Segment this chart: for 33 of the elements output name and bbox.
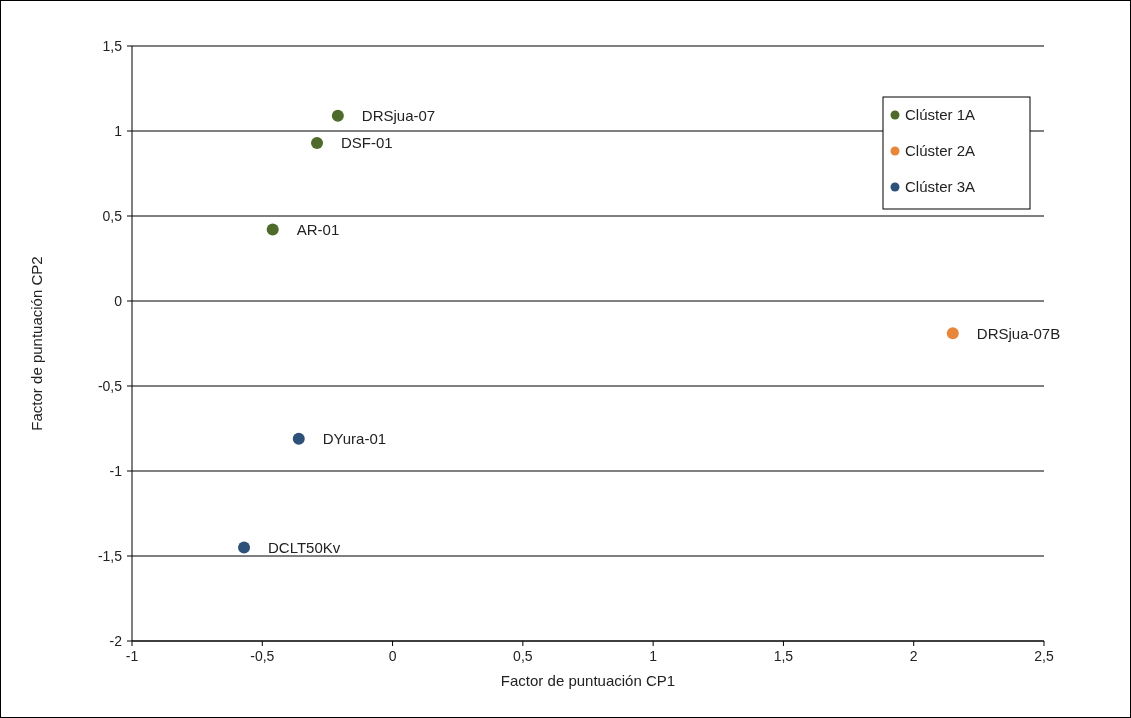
- y-axis-title: Factor de puntuación CP2: [28, 256, 45, 431]
- point: [266, 223, 279, 236]
- annotation: DSF-01: [341, 134, 393, 152]
- point: [292, 432, 305, 445]
- x-tick-label: 2,5: [1034, 648, 1054, 664]
- x-tick-label: -1: [125, 648, 139, 664]
- annotation: DRSjua-07B: [976, 324, 1061, 342]
- point: [946, 327, 959, 340]
- y-tick-label: 0,5: [102, 207, 123, 224]
- y-tick-label: 1: [114, 122, 123, 139]
- legend-label: Clúster 1A: [905, 106, 976, 124]
- y-tick-label: -1: [109, 462, 123, 479]
- y-tick-label: -2: [109, 632, 123, 649]
- y-tick-label: -0,5: [97, 377, 123, 394]
- legend-label: Clúster 2A: [905, 142, 976, 160]
- legend-label: Clúster 3A: [905, 178, 976, 196]
- x-tick-label: 0: [388, 648, 397, 664]
- annotation: DCLT50Kv: [268, 538, 341, 556]
- point: [238, 541, 251, 554]
- annotation: DYura-01: [322, 429, 387, 447]
- x-axis-title: Factor de puntuación CP1: [500, 672, 676, 689]
- y-tick-label: 1,5: [102, 37, 123, 54]
- point: [311, 136, 324, 149]
- x-tick-label: 2: [909, 648, 918, 664]
- annotation: AR-01: [296, 220, 340, 238]
- annotation: DRSjua-07: [361, 106, 436, 124]
- x-tick-label: 1,5: [773, 648, 794, 664]
- x-tick-label: -0,5: [250, 648, 275, 664]
- x-tick-label: 0,5: [513, 648, 533, 664]
- y-tick-label: 0: [114, 292, 123, 309]
- y-tick-label: -1,5: [97, 547, 123, 564]
- point: [331, 109, 344, 122]
- x-tick-label: 1: [649, 648, 658, 664]
